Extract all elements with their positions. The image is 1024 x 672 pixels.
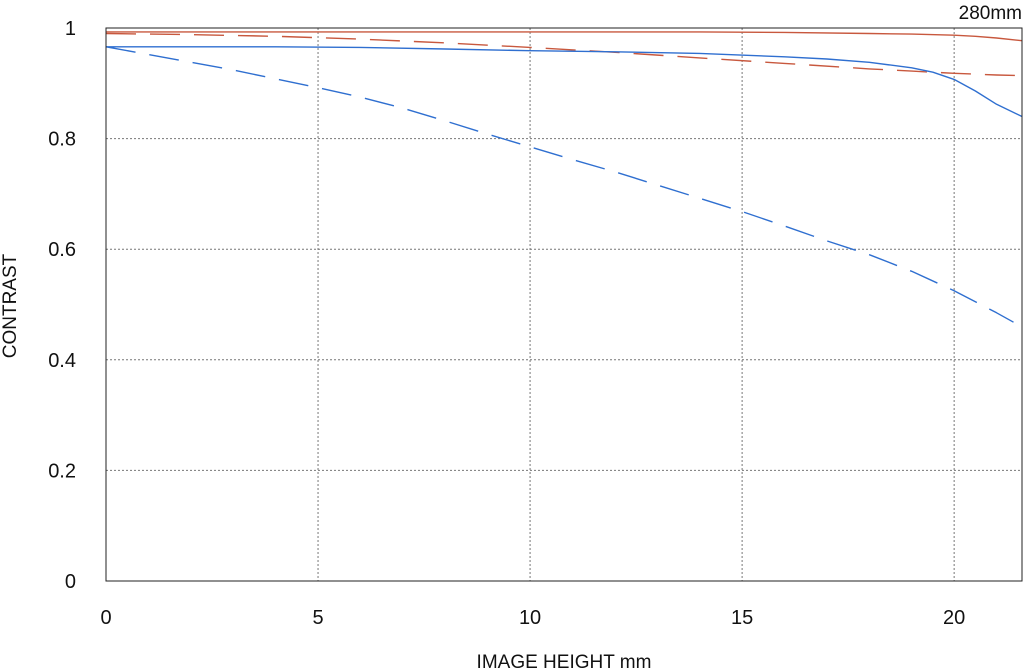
series-line-1 [106,31,1023,42]
x-tick-label: 20 [943,607,965,629]
plot-frame [105,27,1023,582]
series-line-3 [106,46,1023,118]
y-tick-label: 0.4 [48,350,76,372]
x-tick-label: 0 [100,607,111,629]
y-tick-label: 1 [65,18,76,40]
x-tick-label: 5 [312,607,323,629]
y-tick-label: 0.8 [48,129,76,151]
x-tick-label: 15 [731,607,753,629]
x-axis-title: IMAGE HEIGHT mm [477,652,652,672]
series-group [105,31,1023,323]
y-tick-label: 0.6 [48,239,76,261]
series-line-2 [105,32,1023,77]
y-axis-title: CONTRAST [0,253,21,358]
y-tick-label: 0 [65,571,76,593]
y-tick-label: 0.2 [48,460,76,482]
series-line-4 [105,46,1014,323]
x-tick-label: 10 [519,607,541,629]
grid [106,28,1022,581]
frequency-label: 280mm [959,3,1022,24]
tick-labels: 0 5 10 15 20 0 0.2 0.4 0.6 0.8 1 [48,18,965,629]
